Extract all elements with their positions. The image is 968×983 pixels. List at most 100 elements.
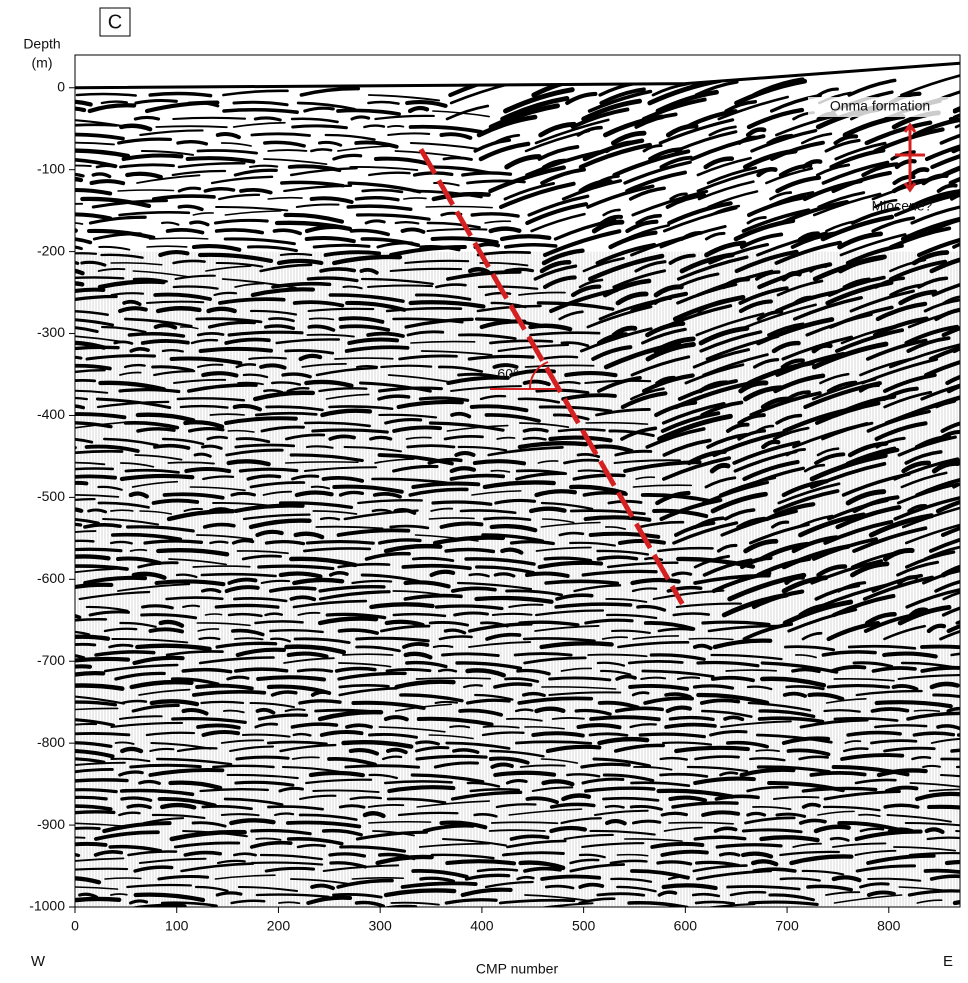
- reflector: [800, 132, 833, 145]
- reflector: [473, 813, 498, 818]
- reflector: [284, 461, 359, 464]
- reflector: [292, 300, 345, 308]
- reflector: [493, 572, 516, 578]
- reflector: [833, 716, 899, 722]
- reflector: [955, 620, 960, 625]
- reflector: [310, 883, 335, 891]
- reflector: [153, 323, 178, 330]
- reflector: [80, 260, 107, 267]
- reflector: [602, 796, 660, 802]
- reflector: [604, 804, 625, 809]
- reflector: [484, 413, 541, 423]
- reflector: [948, 176, 960, 186]
- reflector: [889, 259, 948, 281]
- reflector: [349, 166, 419, 172]
- reflector: [444, 547, 496, 554]
- reflector: [628, 683, 690, 691]
- reflector: [662, 456, 731, 481]
- reflector: [638, 520, 685, 529]
- reflector: [616, 853, 649, 857]
- reflector: [117, 189, 175, 192]
- reflector: [189, 220, 210, 227]
- reflector: [196, 622, 251, 627]
- reflector: [729, 890, 767, 897]
- reflector: [871, 216, 916, 233]
- y-tick-label: -200: [37, 242, 65, 258]
- reflector: [700, 400, 744, 417]
- reflector: [534, 706, 566, 714]
- reflector: [433, 181, 460, 187]
- reflector: [154, 579, 226, 587]
- reflector: [321, 828, 363, 837]
- reflector: [234, 443, 296, 449]
- reflector: [608, 429, 655, 438]
- reflector: [422, 823, 475, 833]
- reflector: [95, 397, 172, 410]
- reflector: [75, 245, 83, 251]
- reflector: [378, 413, 438, 419]
- reflector: [221, 278, 297, 289]
- reflector: [215, 132, 241, 140]
- reflector: [583, 515, 652, 522]
- reflector: [952, 242, 960, 249]
- reflector: [492, 363, 519, 369]
- reflector: [613, 743, 666, 753]
- reflector: [691, 892, 721, 898]
- reflector: [745, 127, 767, 138]
- reflector: [522, 379, 551, 387]
- reflector: [481, 731, 525, 737]
- reflector: [204, 613, 223, 616]
- reflector: [242, 373, 269, 379]
- reflector: [656, 860, 693, 866]
- reflector: [523, 866, 562, 873]
- reflector: [446, 375, 510, 385]
- reflector: [317, 616, 379, 626]
- reflector: [223, 797, 284, 806]
- reflector: [833, 894, 903, 904]
- reflector: [564, 371, 618, 378]
- reflector: [852, 526, 928, 553]
- reflector: [196, 534, 254, 541]
- reflector: [528, 323, 573, 332]
- reflector: [276, 258, 324, 266]
- reflector: [900, 74, 960, 97]
- reflector: [157, 797, 217, 808]
- reflector: [197, 363, 224, 369]
- reflector: [55, 604, 73, 607]
- reflector: [503, 87, 575, 114]
- reflector: [374, 458, 415, 464]
- reflector: [351, 579, 393, 585]
- reflector: [184, 466, 232, 474]
- reflector: [844, 740, 862, 744]
- reflector: [108, 643, 134, 649]
- reflector: [633, 765, 673, 771]
- reflector: [342, 285, 363, 290]
- reflector: [75, 683, 125, 691]
- reflector: [889, 283, 924, 297]
- reflector: [630, 577, 681, 586]
- reflector: [901, 460, 932, 474]
- reflector: [456, 581, 533, 591]
- reflector: [640, 327, 687, 345]
- reflector: [253, 116, 282, 122]
- reflector: [581, 777, 625, 785]
- reflector: [464, 557, 536, 566]
- reflector: [410, 773, 485, 784]
- reflector: [140, 613, 198, 620]
- reflector: [514, 708, 534, 713]
- reflector: [544, 884, 575, 890]
- reflector: [883, 390, 933, 409]
- reflector: [920, 665, 960, 673]
- reflector: [823, 709, 861, 713]
- reflector: [222, 89, 289, 97]
- reflector: [854, 829, 923, 842]
- reflector: [630, 355, 691, 377]
- reflector: [741, 208, 811, 233]
- reflector: [299, 794, 337, 801]
- reflector: [229, 818, 276, 826]
- reflector: [55, 94, 70, 96]
- reflector: [778, 163, 813, 178]
- reflector: [97, 279, 166, 290]
- reflector: [936, 183, 958, 193]
- reflector: [688, 637, 734, 641]
